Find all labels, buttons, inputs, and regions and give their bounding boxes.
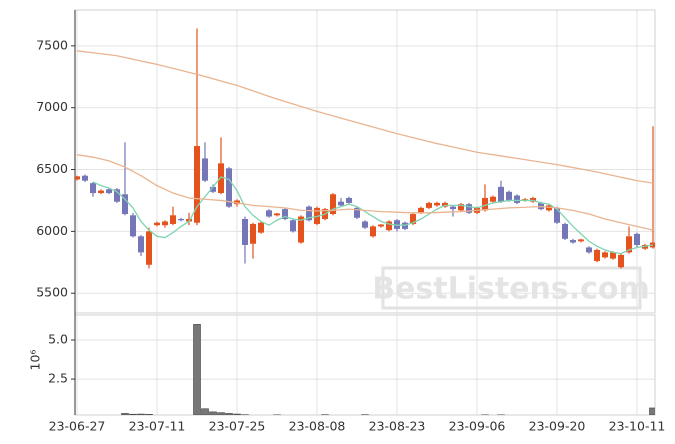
y-tick-label: 5.0 [48, 332, 68, 347]
y-tick-label: 7000 [36, 99, 68, 114]
ma-line [92, 176, 654, 255]
candle-body [266, 210, 272, 217]
candle-body [114, 189, 120, 202]
candle-body [298, 216, 304, 243]
x-tick-label: 23-06-27 [49, 419, 106, 434]
candle-body [154, 222, 160, 226]
candle-body [218, 163, 224, 194]
candle-body [75, 176, 80, 180]
volume-bar [233, 413, 241, 415]
candle-body [122, 194, 128, 215]
candle-body [506, 191, 512, 201]
y-tick-label: 6000 [36, 223, 68, 238]
candle-body [162, 221, 168, 226]
x-tick-label: 23-07-25 [209, 419, 266, 434]
x-tick-label: 23-09-06 [449, 419, 506, 434]
candle-body [602, 252, 608, 258]
volume-bar [121, 413, 129, 415]
volume-bar [209, 411, 217, 415]
volume-bar [193, 324, 201, 415]
volume-bar [225, 413, 233, 415]
watermark-text: BestListens.com [372, 272, 650, 307]
candle-body [570, 240, 576, 243]
plot-marks [121, 324, 655, 415]
x-tick-label: 23-07-11 [129, 419, 186, 434]
candle-body [450, 206, 456, 210]
candle-body [346, 197, 352, 203]
candle-body [90, 183, 96, 194]
candle-body [618, 254, 624, 268]
candle-body [178, 219, 184, 221]
candle-body [634, 233, 640, 245]
volume-bar [201, 408, 209, 415]
candle-body [458, 204, 464, 211]
candle-body [274, 213, 280, 216]
watermark: BestListens.com [372, 266, 650, 310]
candle-body [466, 204, 472, 213]
candle-body [170, 215, 176, 224]
candle-body [258, 222, 264, 233]
candle-body [210, 186, 216, 192]
ma-line [76, 50, 654, 184]
candle-body [242, 219, 248, 245]
x-tick-label: 23-09-20 [529, 419, 586, 434]
volume-bar [649, 407, 655, 415]
candle-body [514, 195, 520, 203]
candle-body [594, 249, 600, 262]
volume-bar [145, 414, 153, 415]
candle-body [138, 236, 144, 253]
candle-body [386, 221, 392, 231]
x-tick-label: 23-08-08 [289, 419, 346, 434]
candle-body [610, 252, 616, 259]
candle-body [498, 186, 504, 202]
candle-body [378, 224, 384, 227]
candle-body [250, 223, 256, 244]
plot-marks [75, 28, 655, 269]
x-tick-label: 23-08-23 [369, 419, 426, 434]
volume-bar [137, 413, 145, 415]
candle-body [418, 207, 424, 213]
candle-body [578, 239, 584, 242]
candle-body [306, 206, 312, 221]
volume-bar [217, 412, 225, 415]
x-tick-label: 23-10-11 [609, 419, 666, 434]
candle-body [338, 201, 344, 206]
candle-body [426, 202, 432, 208]
candle-body [226, 168, 232, 207]
grid [75, 10, 655, 415]
candle-body [354, 207, 360, 218]
candle-body [282, 209, 288, 220]
candle-body [290, 220, 296, 232]
candle-body [362, 221, 368, 228]
y-tick-label: 2.5 [48, 371, 68, 386]
candle-body [482, 197, 488, 211]
candle-body [130, 215, 136, 237]
volume-offset-label: 10⁶ [28, 350, 43, 371]
candle-body [330, 194, 336, 215]
candle-body [98, 190, 104, 194]
candle-body [194, 146, 200, 223]
candle-body [626, 236, 632, 253]
candle-body [434, 202, 440, 206]
candle-body [562, 223, 568, 239]
watermark-box [381, 266, 642, 310]
y-tick-label: 7500 [36, 37, 68, 52]
candle-body [202, 158, 208, 181]
y-tick-label: 6500 [36, 161, 68, 176]
y-tick-label: 5500 [36, 285, 68, 300]
volume-bar [129, 413, 137, 415]
volume-panel [74, 314, 656, 416]
candle-body [490, 196, 496, 202]
candle-body [370, 226, 376, 237]
candle-body [410, 214, 416, 224]
candle-body [554, 207, 560, 223]
candle-body [146, 231, 152, 265]
candle-body [586, 247, 592, 253]
candle-body [106, 189, 112, 194]
candle-body [82, 175, 88, 181]
ma-line [76, 154, 654, 231]
